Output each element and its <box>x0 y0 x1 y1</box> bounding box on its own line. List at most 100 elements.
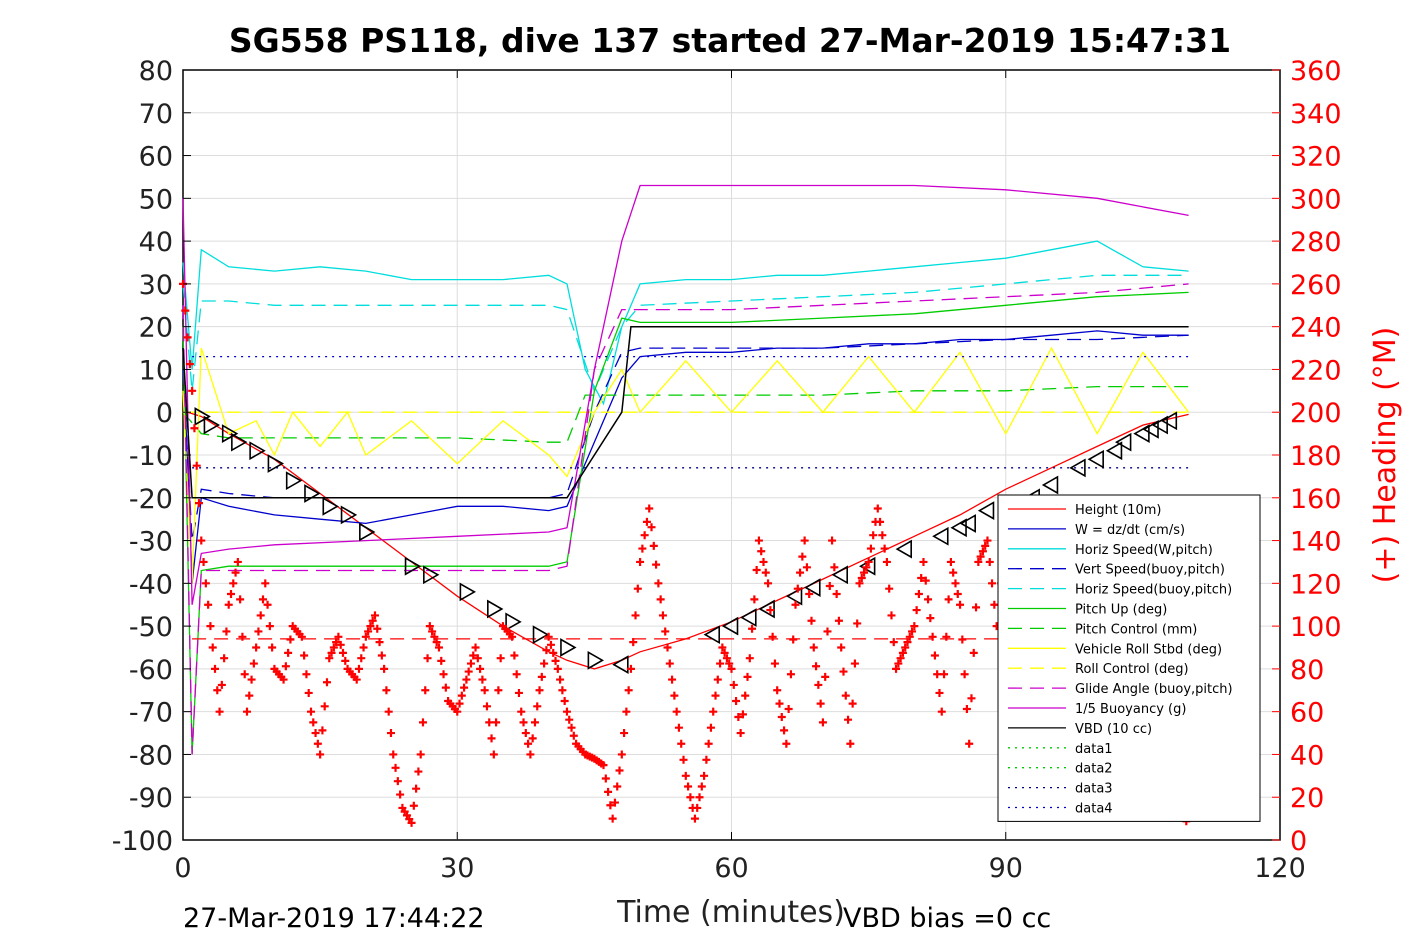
heading-point <box>396 790 405 799</box>
heading-point <box>482 702 491 711</box>
height-marker <box>1041 475 1059 495</box>
heading-point <box>800 536 809 545</box>
heading-point <box>300 651 309 660</box>
y-tick-label: 0 <box>156 398 173 429</box>
heading-point <box>455 699 464 708</box>
heading-point <box>830 563 839 572</box>
heading-point <box>512 670 521 679</box>
heading-point <box>848 699 857 708</box>
heading-point <box>558 686 567 695</box>
heading-point <box>535 686 544 695</box>
height-marker <box>1151 415 1168 435</box>
heading-point <box>620 729 629 738</box>
heading-point <box>869 531 878 540</box>
heading-point <box>304 688 313 697</box>
heading-point <box>679 755 688 764</box>
heading-point <box>313 739 322 748</box>
heading-point <box>416 750 425 759</box>
heading-point <box>553 664 562 673</box>
legend-label: data3 <box>1075 782 1113 797</box>
heading-point <box>252 643 261 652</box>
legend-label: Pitch Up (deg) <box>1075 603 1167 618</box>
heading-point <box>773 686 782 695</box>
heading-point <box>386 729 395 738</box>
heading-point <box>204 600 213 609</box>
heading-point <box>704 739 713 748</box>
y-right-tick-label: 300 <box>1290 184 1342 215</box>
heading-point <box>750 595 759 604</box>
heading-point <box>965 739 974 748</box>
heading-point <box>784 704 793 713</box>
heading-point <box>599 761 608 770</box>
heading-point <box>642 517 651 526</box>
heading-point <box>722 654 731 663</box>
heading-point <box>853 619 862 628</box>
legend-label: data2 <box>1075 762 1113 777</box>
heading-point <box>807 616 816 625</box>
heading-point <box>725 659 734 668</box>
x-tick-label: 90 <box>989 853 1023 884</box>
heading-point <box>492 718 501 727</box>
heading-point <box>912 606 921 615</box>
heading-point <box>665 659 674 668</box>
height-marker <box>221 424 239 443</box>
heading-point <box>352 675 361 684</box>
heading-point <box>508 632 517 641</box>
heading-point <box>793 584 802 593</box>
heading-point <box>462 675 471 684</box>
heading-point <box>464 667 473 676</box>
heading-point <box>224 600 233 609</box>
height-marker <box>459 582 477 602</box>
y-tick-label: -50 <box>129 612 173 643</box>
heading-point <box>199 557 208 566</box>
heading-point <box>256 611 265 620</box>
heading-point <box>188 386 197 395</box>
heading-point <box>937 707 946 716</box>
y-tick-label: -60 <box>129 655 173 686</box>
height-marker <box>487 599 504 619</box>
heading-point <box>732 696 741 705</box>
heading-point <box>391 763 400 772</box>
heading-point <box>412 784 421 793</box>
heading-point <box>958 635 967 644</box>
heading-point <box>514 688 523 697</box>
heading-point <box>421 686 430 695</box>
heading-point <box>361 632 370 641</box>
heading-point <box>649 541 658 550</box>
heading-point <box>208 643 217 652</box>
y-tick-label: -80 <box>129 740 173 771</box>
heading-point <box>946 557 955 566</box>
heading-point <box>215 707 224 716</box>
legend-label: Pitch Control (mm) <box>1075 622 1197 637</box>
heading-point <box>693 803 702 812</box>
heading-point <box>542 646 551 655</box>
heading-point <box>206 622 215 631</box>
legend-label: Horiz Speed(W,pitch) <box>1075 543 1213 558</box>
y-tick-label: 60 <box>139 142 173 173</box>
heading-point <box>846 739 855 748</box>
heading-point <box>297 632 306 641</box>
y-right-tick-label: 60 <box>1290 698 1324 729</box>
heading-point <box>814 680 823 689</box>
y-tick-label: -20 <box>129 484 173 515</box>
heading-point <box>905 632 914 641</box>
heading-point <box>517 707 526 716</box>
heading-point <box>306 707 315 716</box>
height-marker <box>1133 424 1150 443</box>
heading-point <box>537 672 546 681</box>
heading-point <box>601 774 610 783</box>
heading-point <box>709 707 718 716</box>
heading-point <box>805 590 814 599</box>
heading-point <box>521 729 530 738</box>
heading-point <box>610 798 619 807</box>
heading-point <box>338 648 347 657</box>
heading-point <box>320 702 329 711</box>
height-marker <box>194 407 211 426</box>
heading-point <box>766 606 775 615</box>
heading-point <box>249 659 258 668</box>
heading-point <box>894 659 903 668</box>
heading-point <box>368 616 377 625</box>
heading-point <box>229 579 238 588</box>
heading-point <box>720 648 729 657</box>
heading-point <box>284 648 293 657</box>
